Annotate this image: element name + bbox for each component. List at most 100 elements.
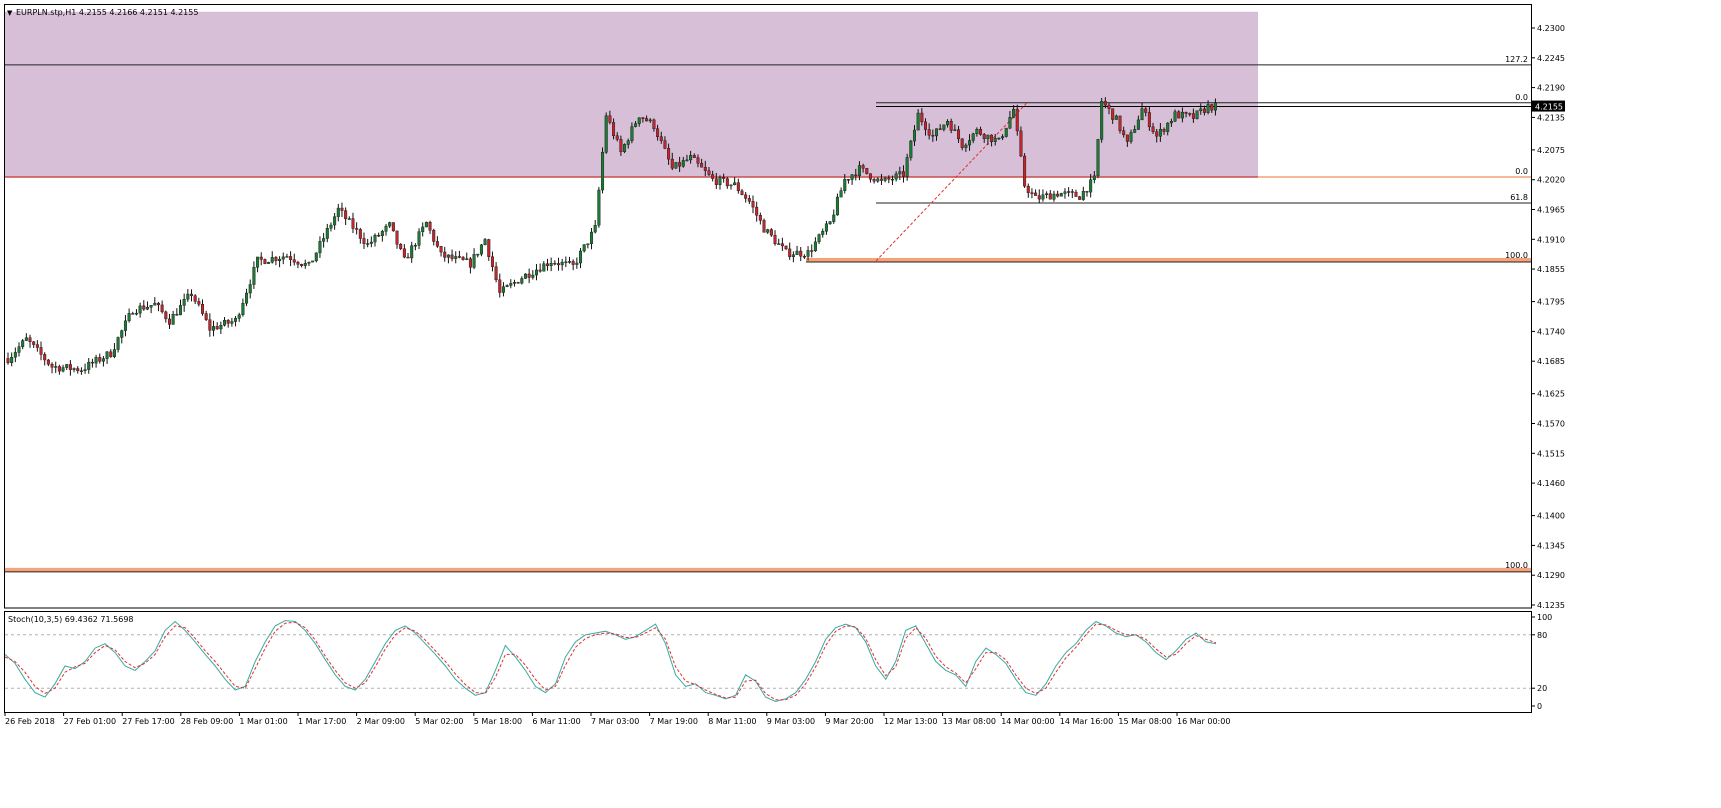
candle-body — [751, 201, 755, 208]
candle-body — [123, 320, 127, 331]
price-tick-label: 4.1625 — [1537, 390, 1565, 399]
candle-body — [98, 357, 102, 362]
time-tick-label: 27 Feb 01:00 — [64, 717, 116, 726]
candle-body — [329, 224, 333, 229]
candle-body — [674, 162, 678, 169]
candle-body — [1202, 108, 1206, 113]
candle-body — [322, 238, 326, 242]
candle-body — [597, 189, 601, 226]
candle-body — [300, 264, 304, 266]
candle-body — [281, 256, 285, 260]
candle-body — [61, 367, 65, 372]
candle-body — [358, 229, 362, 239]
candle-body — [1107, 104, 1111, 109]
candle-body — [534, 269, 538, 276]
trendline[interactable] — [875, 102, 1028, 262]
candle-body — [369, 241, 373, 244]
candle-body — [94, 357, 98, 364]
candle-body — [1151, 126, 1155, 132]
candle-body — [865, 167, 869, 174]
candle-body — [501, 286, 505, 293]
candle-body — [483, 239, 487, 246]
candle-body — [762, 220, 766, 233]
candle-body — [131, 313, 135, 315]
candle-body — [773, 234, 777, 244]
candle-body — [241, 303, 245, 315]
time-tick-label: 12 Mar 13:00 — [884, 717, 937, 726]
current-price-label: 4.2155 — [1535, 103, 1563, 112]
candle-body — [1122, 130, 1126, 136]
candle-body — [920, 112, 924, 123]
candle-body — [714, 178, 718, 185]
candle-body — [1026, 185, 1030, 193]
stoch-tick-label: 100 — [1537, 613, 1552, 622]
candle-body — [39, 347, 43, 355]
candle-body — [601, 152, 605, 191]
candle-body — [810, 250, 814, 252]
candle-body — [879, 178, 883, 181]
candle-body — [648, 119, 652, 122]
candle-body — [868, 173, 872, 180]
candle-body — [201, 304, 205, 314]
candle-body — [575, 262, 579, 265]
candle-body — [531, 274, 535, 278]
candle-body — [1206, 104, 1210, 113]
candle-body — [366, 243, 370, 245]
candle-body — [245, 292, 249, 304]
fib-level-label: 0.0 — [1515, 167, 1528, 176]
candle-body — [931, 134, 935, 137]
candle-body — [887, 177, 891, 180]
candle-body — [645, 118, 649, 122]
candle-body — [744, 194, 748, 199]
time-tick-label: 8 Mar 11:00 — [708, 717, 756, 726]
candle-body — [340, 207, 344, 211]
candle-body — [1034, 192, 1038, 196]
candle-body — [604, 115, 608, 153]
candle-body — [755, 206, 759, 216]
candle-body — [813, 241, 817, 252]
candle-body — [468, 258, 472, 268]
candle-body — [270, 257, 274, 263]
candle-body — [1096, 139, 1100, 177]
candle-body — [388, 222, 392, 227]
candle-body — [560, 261, 564, 266]
candle-body — [237, 314, 241, 319]
candle-body — [1085, 191, 1089, 193]
candle-body — [1162, 129, 1166, 132]
candle-body — [248, 284, 252, 294]
candle-body — [138, 305, 142, 314]
candle-body — [46, 359, 50, 365]
candle-body — [399, 244, 403, 249]
time-tick-label: 15 Mar 08:00 — [1118, 717, 1171, 726]
candle-body — [663, 140, 667, 149]
candle-body — [615, 135, 619, 140]
stoch-header: Stoch(10,3,5) 69.4362 71.5698 — [8, 615, 134, 624]
candle-body — [311, 260, 315, 263]
candle-body — [901, 171, 905, 177]
candle-body — [736, 182, 740, 192]
candle-body — [568, 261, 572, 263]
candle-body — [101, 358, 105, 362]
candle-body — [802, 255, 806, 258]
candle-body — [1166, 122, 1170, 132]
candle-body — [289, 256, 293, 260]
fib-level-label: 100.0 — [1505, 251, 1528, 260]
candle-body — [54, 366, 58, 368]
candle-body — [252, 267, 256, 285]
candle-body — [1008, 117, 1012, 129]
candle-body — [476, 253, 480, 256]
candle-body — [182, 298, 186, 306]
candle-body — [487, 239, 491, 257]
candle-body — [1045, 193, 1049, 196]
candle-body — [175, 313, 179, 316]
candle-body — [722, 177, 726, 179]
price-tick-label: 4.2300 — [1537, 24, 1565, 33]
candle-body — [905, 157, 909, 177]
stoch-tick-label: 80 — [1537, 631, 1547, 640]
candle-body — [13, 352, 17, 358]
candle-body — [696, 157, 700, 164]
time-tick-label: 1 Mar 17:00 — [298, 717, 346, 726]
price-tick-label: 4.1460 — [1537, 479, 1565, 488]
